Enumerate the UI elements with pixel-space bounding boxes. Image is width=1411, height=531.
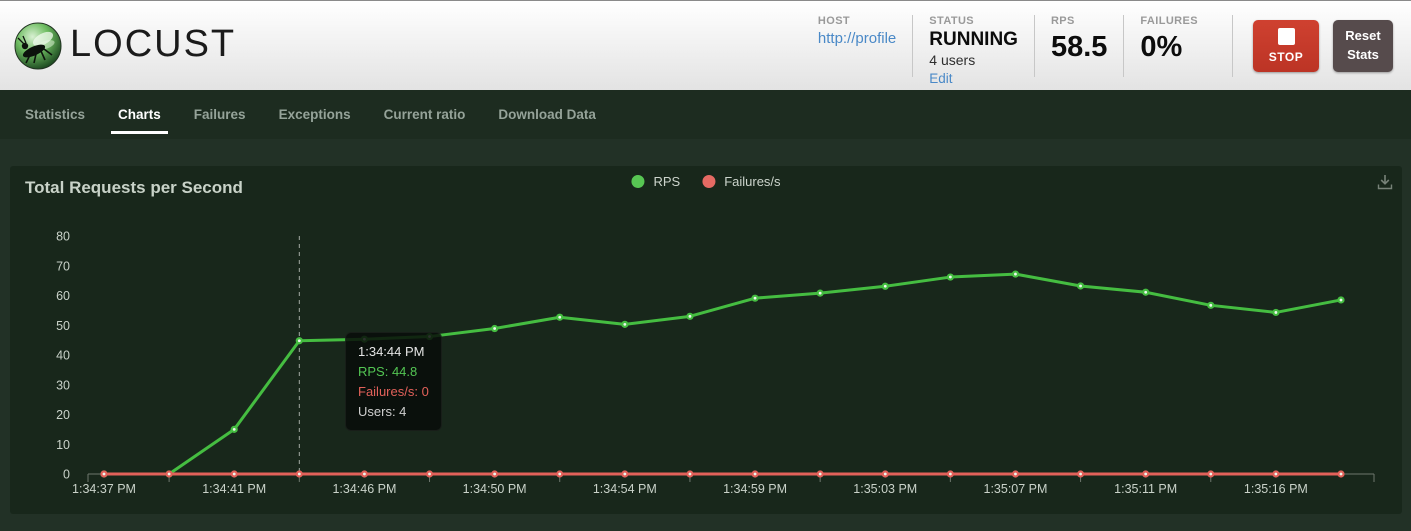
svg-text:50: 50: [56, 319, 70, 333]
host-link[interactable]: http://profile: [817, 29, 897, 47]
legend-label-failures: Failures/s: [724, 174, 781, 189]
chart-title: Total Requests per Second: [25, 178, 243, 197]
svg-text:1:35:03 PM: 1:35:03 PM: [853, 482, 917, 496]
locust-logo: LOCUST: [14, 22, 236, 70]
rps-label: RPS: [1050, 14, 1075, 27]
tab-failures[interactable]: Failures: [193, 107, 246, 122]
stop-button[interactable]: STOP: [1253, 19, 1319, 72]
tab-charts[interactable]: Charts: [111, 90, 168, 139]
svg-text:1:34:54 PM: 1:34:54 PM: [593, 482, 657, 496]
download-icon[interactable]: [1376, 173, 1394, 191]
svg-text:1:34:46 PM: 1:34:46 PM: [332, 482, 396, 496]
svg-text:20: 20: [56, 408, 70, 422]
status-section: STATUS RUNNING 4 users Edit: [912, 14, 1034, 86]
locust-logo-icon: [14, 22, 62, 69]
legend-item-failures: Failures/s: [702, 174, 781, 189]
svg-text:1:35:11 PM: 1:35:11 PM: [1114, 482, 1177, 496]
chart-tooltip: 1:34:44 PM RPS: 44.8 Failures/s: 0 Users…: [345, 332, 442, 431]
tooltip-failures: Failures/s: 0: [358, 384, 429, 399]
svg-text:60: 60: [56, 289, 70, 303]
status-label: STATUS: [929, 14, 975, 27]
legend-dot-failures-icon: [702, 175, 716, 188]
svg-text:80: 80: [56, 230, 70, 244]
status-value: RUNNING: [929, 28, 1018, 50]
legend-dot-rps-icon: [631, 175, 645, 188]
header-buttons: STOP Reset Stats: [1232, 14, 1393, 77]
svg-text:1:35:16 PM: 1:35:16 PM: [1244, 482, 1308, 496]
svg-text:40: 40: [56, 349, 70, 363]
logo-text: LOCUST: [70, 23, 237, 65]
legend-item-rps: RPS: [631, 174, 680, 189]
rps-section: RPS 58.5: [1033, 14, 1123, 77]
stop-button-label: STOP: [1268, 49, 1304, 64]
failures-section: FAILURES 0%: [1123, 14, 1214, 77]
stop-square-icon: [1277, 27, 1295, 45]
failures-value: 0%: [1140, 30, 1183, 63]
status-user-count: 4 users: [929, 52, 976, 69]
tab-statistics[interactable]: Statistics: [25, 107, 86, 122]
rps-chart[interactable]: 0 10 20 30 40 50 60 70 80 1:34:37 PM 1:34:41 PM 1:3…: [10, 166, 1402, 514]
svg-text:70: 70: [56, 259, 70, 273]
svg-text:1:34:59 PM: 1:34:59 PM: [723, 482, 787, 496]
tab-download-data[interactable]: Download Data: [498, 107, 596, 122]
host-section: HOST http://profile: [802, 15, 912, 77]
svg-text:1:34:50 PM: 1:34:50 PM: [463, 482, 527, 496]
svg-text:1:34:41 PM: 1:34:41 PM: [202, 482, 266, 496]
legend-label-rps: RPS: [653, 174, 681, 189]
rps-value: 58.5: [1050, 30, 1108, 63]
tooltip-rps: RPS: 44.8: [358, 364, 418, 379]
svg-text:1:35:07 PM: 1:35:07 PM: [984, 482, 1048, 496]
svg-text:10: 10: [56, 438, 70, 452]
tab-exceptions[interactable]: Exceptions: [278, 107, 351, 122]
chart-legend: RPS Failures/s: [631, 174, 781, 189]
header-stats: HOST http://profile STATUS RUNNING 4 use…: [802, 14, 1393, 86]
host-label: HOST: [817, 14, 851, 27]
tooltip-users: Users: 4: [358, 404, 407, 419]
svg-text:0: 0: [63, 468, 70, 482]
page-body: 0 10 20 30 40 50 60 70 80 1:34:37 PM 1:34:41 PM 1:3…: [0, 139, 1411, 531]
svg-text:1:34:37 PM: 1:34:37 PM: [72, 482, 136, 496]
edit-users-link[interactable]: Edit: [929, 71, 953, 87]
app-header: LOCUST HOST http://profile STATUS RUNNIN…: [0, 0, 1411, 90]
tooltip-time: 1:34:44 PM: [358, 344, 425, 359]
tab-current-ratio[interactable]: Current ratio: [383, 107, 466, 122]
svg-text:30: 30: [56, 378, 70, 392]
reset-stats-button[interactable]: Reset Stats: [1333, 19, 1393, 72]
failures-label: FAILURES: [1140, 14, 1198, 27]
nav-tabs: Statistics Charts Failures Exceptions Cu…: [0, 90, 1411, 139]
rps-chart-panel: 0 10 20 30 40 50 60 70 80 1:34:37 PM 1:34:41 PM 1:3…: [10, 166, 1402, 514]
